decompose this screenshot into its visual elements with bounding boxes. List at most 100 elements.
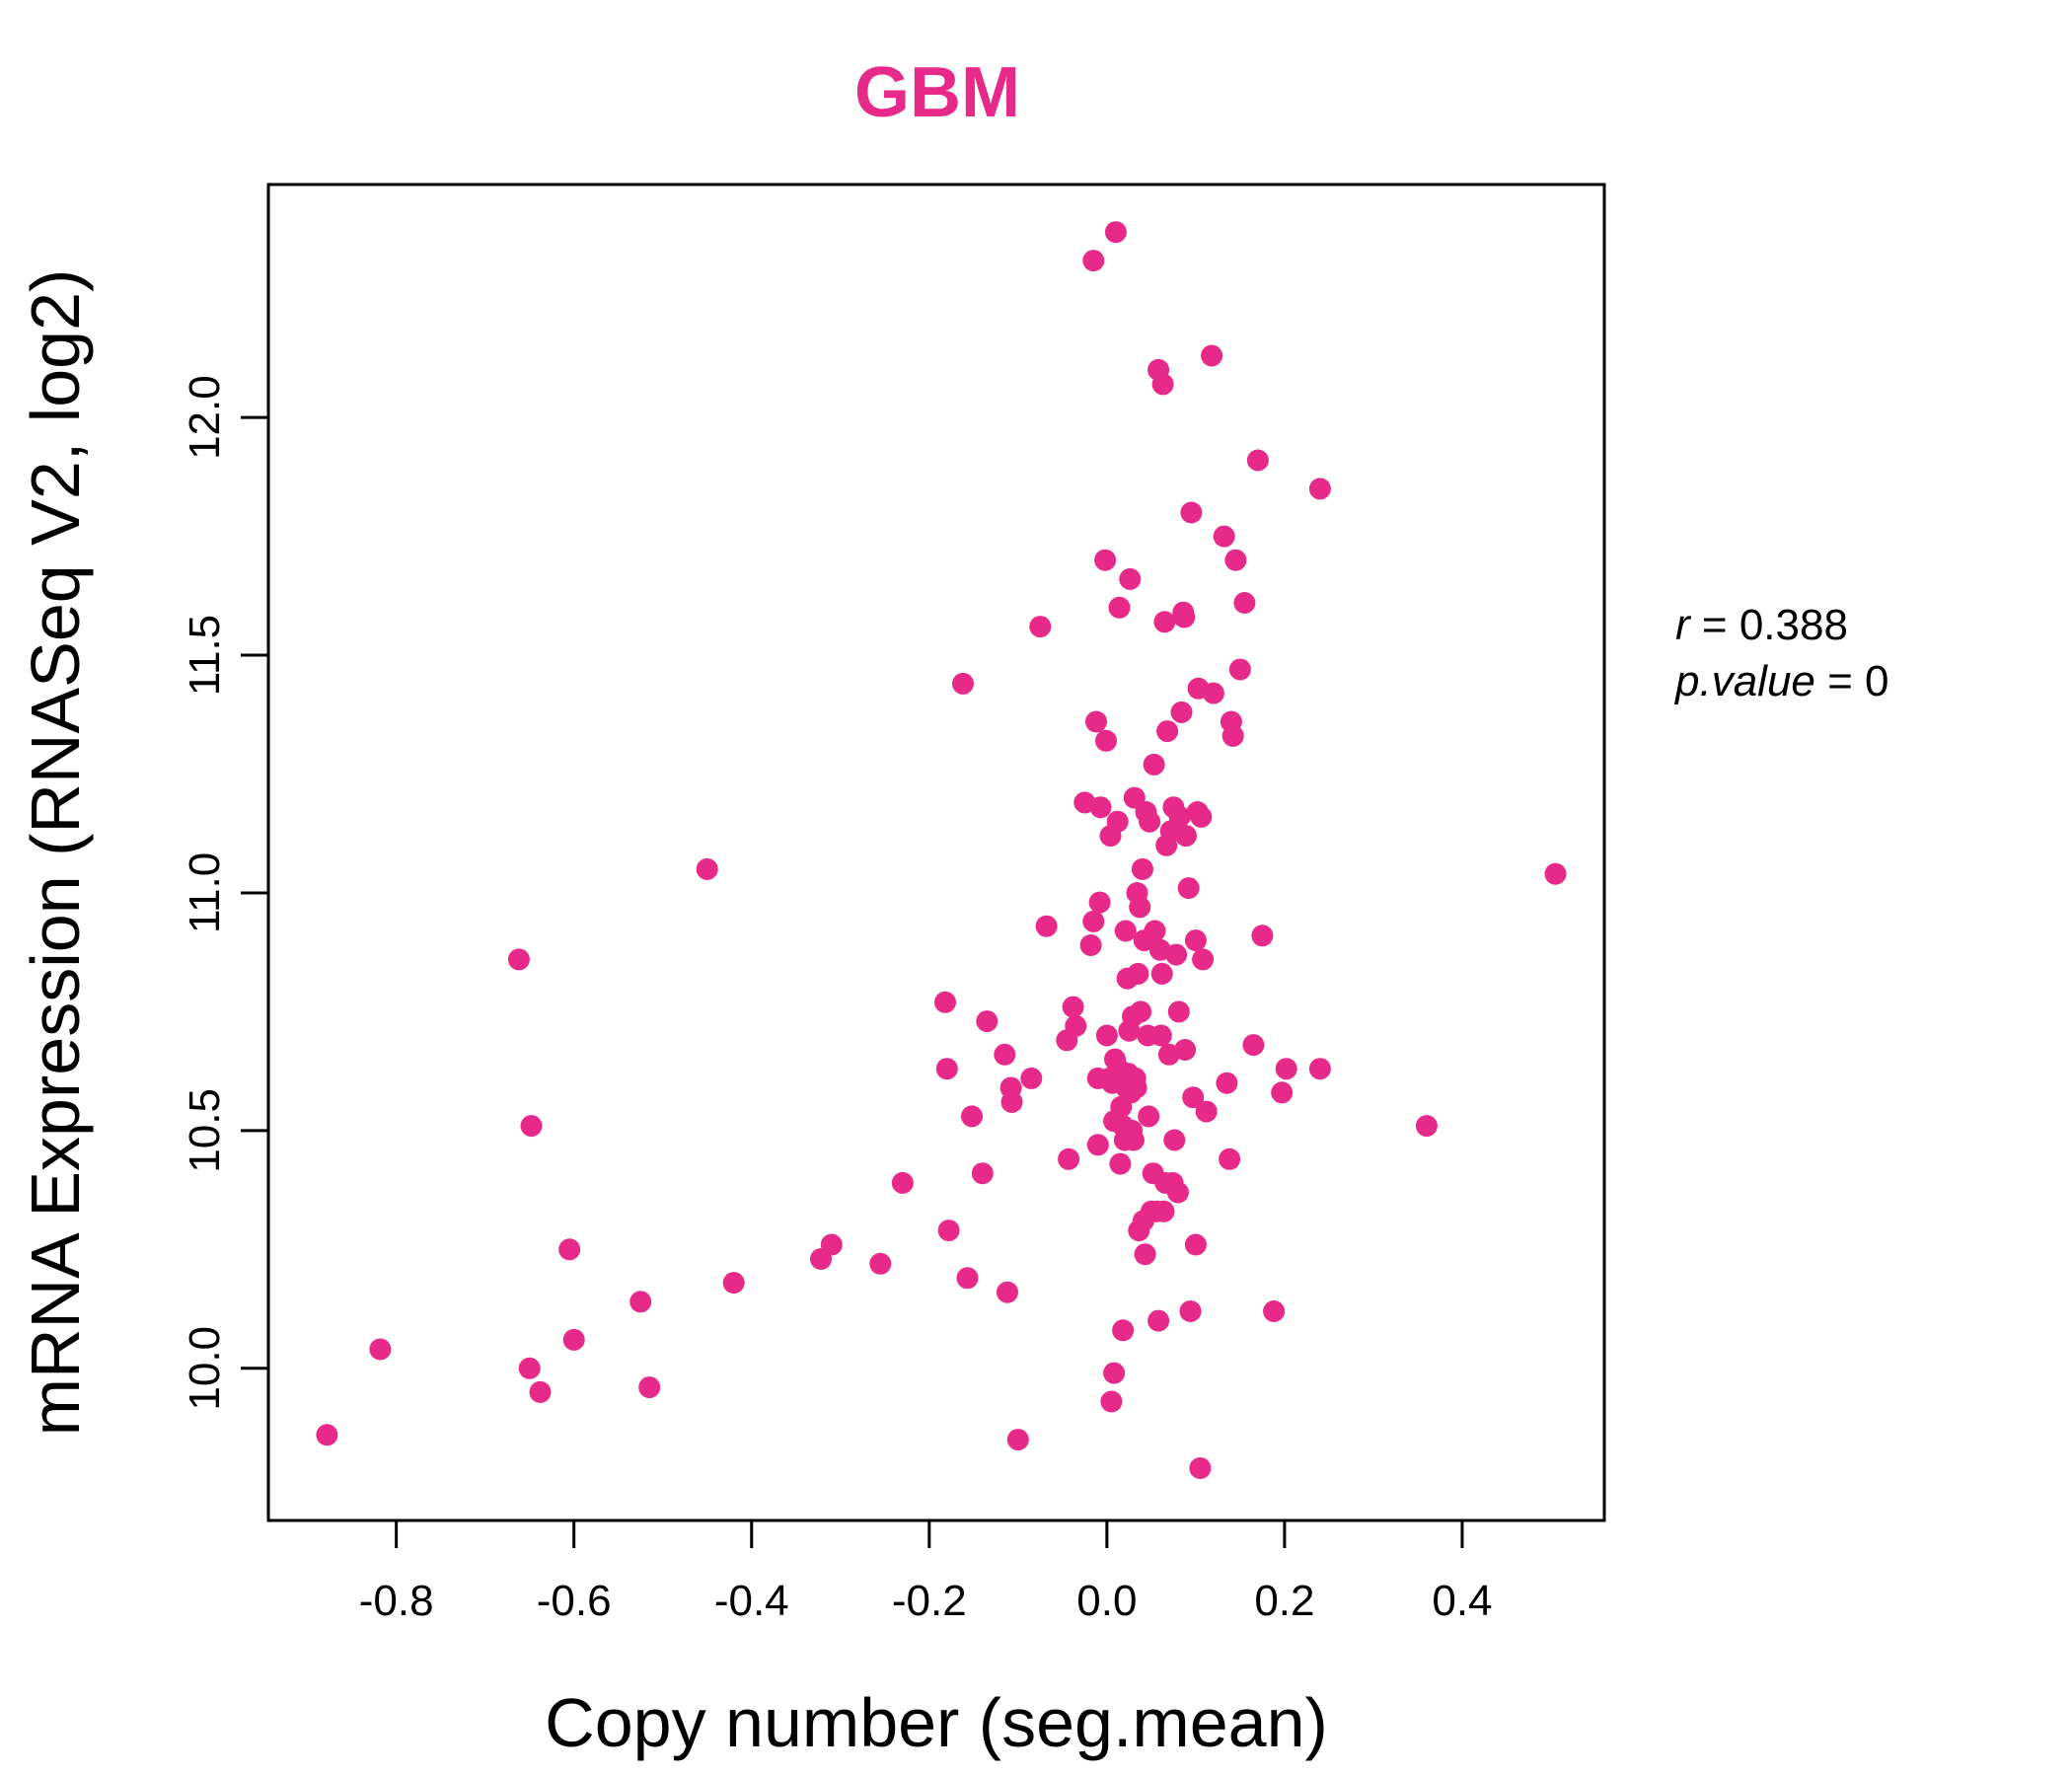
data-point-143 <box>1246 449 1269 472</box>
data-point-129 <box>1190 805 1213 828</box>
chart-title: GBM <box>854 53 1020 132</box>
data-point-119 <box>1175 825 1197 848</box>
data-point-50 <box>1100 1390 1123 1413</box>
data-point-3 <box>518 1357 541 1379</box>
data-point-10 <box>696 857 718 880</box>
data-point-35 <box>1065 1014 1087 1037</box>
x-tick-label-5: 0.2 <box>1254 1577 1314 1625</box>
r-equals: = <box>1702 601 1739 649</box>
data-point-134 <box>1213 525 1235 548</box>
data-point-113 <box>1167 1000 1190 1023</box>
data-point-9 <box>638 1376 661 1399</box>
data-point-100 <box>1151 373 1174 396</box>
data-point-141 <box>1233 592 1256 614</box>
data-point-53 <box>1103 1362 1126 1384</box>
data-point-99 <box>1150 962 1173 985</box>
data-point-110 <box>1163 1129 1186 1151</box>
data-point-38 <box>1082 250 1105 272</box>
data-point-138 <box>1221 724 1244 747</box>
correlation-stat: r = 0.388 <box>1675 601 1848 649</box>
data-point-56 <box>1106 810 1129 833</box>
data-points <box>316 221 1567 1479</box>
data-point-34 <box>1062 996 1084 1018</box>
data-point-44 <box>1089 796 1112 819</box>
r-label: r <box>1675 601 1692 649</box>
data-point-78 <box>1127 962 1149 985</box>
data-point-85 <box>1134 1243 1156 1266</box>
data-point-122 <box>1180 501 1203 524</box>
data-point-69 <box>1119 567 1142 590</box>
data-point-120 <box>1177 877 1200 900</box>
r-value: 0.388 <box>1739 601 1848 649</box>
data-point-121 <box>1179 1300 1202 1322</box>
data-point-102 <box>1153 611 1176 633</box>
data-point-31 <box>1035 915 1058 937</box>
plot-frame <box>266 183 1606 1522</box>
data-point-73 <box>1122 1129 1145 1151</box>
data-point-40 <box>1085 710 1107 733</box>
data-point-58 <box>1108 596 1131 619</box>
data-point-29 <box>1020 1067 1043 1089</box>
data-point-43 <box>1088 891 1111 914</box>
data-point-23 <box>976 1010 999 1033</box>
data-point-105 <box>1156 720 1179 743</box>
data-point-118 <box>1174 1039 1197 1061</box>
y-tick-label-0: 10.0 <box>181 1326 229 1411</box>
data-point-7 <box>562 1328 585 1351</box>
data-point-18 <box>937 1220 960 1242</box>
data-point-17 <box>935 1058 958 1080</box>
data-point-2 <box>507 948 530 971</box>
x-tick-label-3: -0.2 <box>892 1577 967 1625</box>
data-point-139 <box>1224 549 1247 571</box>
data-point-124 <box>1184 1233 1207 1256</box>
data-point-125 <box>1184 929 1207 952</box>
data-point-142 <box>1242 1034 1265 1057</box>
x-tick-label-1: -0.6 <box>537 1577 612 1625</box>
data-point-132 <box>1201 344 1223 367</box>
data-point-80 <box>1129 896 1151 919</box>
data-point-21 <box>961 1105 983 1128</box>
data-point-147 <box>1275 1058 1297 1080</box>
data-point-98 <box>1149 1024 1172 1047</box>
data-point-27 <box>1000 1091 1023 1113</box>
data-point-111 <box>1165 943 1188 966</box>
data-point-33 <box>1058 1147 1080 1170</box>
data-point-144 <box>1251 925 1274 947</box>
data-point-8 <box>629 1291 652 1313</box>
data-point-45 <box>1094 549 1117 571</box>
y-tick-label-2: 11.0 <box>181 852 229 933</box>
p-value-stat: p.value = 0 <box>1673 657 1889 705</box>
x-tick-label-4: 0.0 <box>1076 1577 1137 1625</box>
y-tick-label-4: 12.0 <box>181 375 229 460</box>
data-point-151 <box>1544 862 1567 885</box>
data-point-140 <box>1228 658 1251 681</box>
p-value: 0 <box>1865 657 1888 705</box>
data-point-148 <box>1308 1058 1331 1080</box>
data-point-95 <box>1147 1309 1170 1332</box>
data-point-22 <box>971 1162 994 1185</box>
x-axis: -0.8 -0.6 -0.4 -0.2 0.0 0.2 0.4 <box>359 1518 1493 1625</box>
data-point-5 <box>529 1380 552 1403</box>
data-point-4 <box>520 1115 543 1138</box>
data-point-76 <box>1125 1076 1147 1099</box>
data-point-37 <box>1079 934 1102 956</box>
data-point-1 <box>369 1338 392 1361</box>
data-point-55 <box>1104 221 1127 244</box>
x-axis-title: Copy number (seg.mean) <box>545 1684 1328 1761</box>
data-point-135 <box>1216 1072 1238 1094</box>
data-point-146 <box>1271 1081 1294 1104</box>
y-tick-label-3: 11.5 <box>181 615 229 696</box>
data-point-92 <box>1143 753 1165 776</box>
y-axis: 10.0 10.5 11.0 11.5 12.0 <box>181 375 270 1411</box>
data-point-131 <box>1195 1100 1218 1123</box>
data-point-0 <box>316 1424 338 1446</box>
data-point-42 <box>1086 1134 1109 1156</box>
data-point-88 <box>1138 1105 1160 1128</box>
y-axis-title: mRNA Expression (RNASeq V2, log2) <box>17 269 94 1437</box>
p-equals: = <box>1827 657 1865 705</box>
data-point-130 <box>1192 948 1215 971</box>
data-point-28 <box>1006 1429 1029 1451</box>
x-tick-label-0: -0.8 <box>359 1577 434 1625</box>
data-point-128 <box>1189 1457 1212 1479</box>
